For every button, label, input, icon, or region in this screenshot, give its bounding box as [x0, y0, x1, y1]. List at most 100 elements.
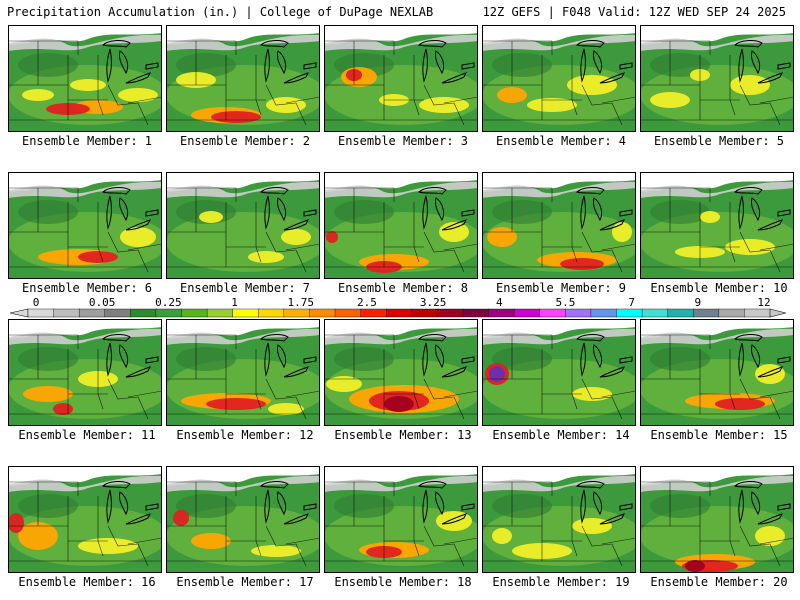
- ensemble-member-label: Ensemble Member: 15: [650, 428, 788, 442]
- precip-map-10: [640, 172, 794, 279]
- ensemble-member-label: Ensemble Member: 10: [650, 281, 788, 295]
- legend-tick-label: 5.5: [556, 296, 576, 309]
- ensemble-member-label: Ensemble Member: 8: [337, 281, 469, 295]
- legend-swatch: [693, 308, 720, 318]
- ensemble-member-label: Ensemble Member: 16: [18, 575, 156, 589]
- header-model-run: 12Z GEFS | F048 Valid: 12Z WED SEP 24 20…: [482, 5, 786, 19]
- precip-map-6: [8, 172, 162, 279]
- ensemble-panel-5: Ensemble Member: 5: [640, 25, 798, 150]
- precip-map-7: [166, 172, 320, 279]
- legend-tick-label: 7: [628, 296, 635, 309]
- ensemble-member-label: Ensemble Member: 9: [495, 281, 627, 295]
- ensemble-panel-16: Ensemble Member: 16: [8, 466, 166, 591]
- legend-swatch: [155, 308, 183, 318]
- legend-swatch: [539, 308, 567, 318]
- ensemble-member-label: Ensemble Member: 1: [21, 134, 153, 148]
- precip-map-18: [324, 466, 478, 573]
- legend-swatch: [462, 308, 490, 318]
- legend-arrow-right: [769, 308, 787, 318]
- ensemble-member-label: Ensemble Member: 12: [176, 428, 314, 442]
- precip-map-19: [482, 466, 636, 573]
- ensemble-panel-11: Ensemble Member: 11: [8, 319, 166, 444]
- precip-map-14: [482, 319, 636, 426]
- ensemble-panel-15: Ensemble Member: 15: [640, 319, 798, 444]
- precip-map-9: [482, 172, 636, 279]
- legend-swatch: [206, 308, 234, 318]
- legend-swatch: [53, 308, 80, 318]
- legend-swatch: [667, 308, 694, 318]
- precip-map-13: [324, 319, 478, 426]
- legend-tick-label: 0.05: [89, 296, 116, 309]
- legend-arrow-left: [9, 308, 29, 318]
- legend-tick-label: 1.75: [287, 296, 314, 309]
- ensemble-panel-4: Ensemble Member: 4: [482, 25, 640, 150]
- precip-map-15: [640, 319, 794, 426]
- legend-tick-label: 3.25: [420, 296, 447, 309]
- ensemble-member-label: Ensemble Member: 20: [650, 575, 788, 589]
- ensemble-member-label: Ensemble Member: 3: [337, 134, 469, 148]
- ensemble-panel-13: Ensemble Member: 13: [324, 319, 482, 444]
- ensemble-panel-10: Ensemble Member: 10: [640, 172, 798, 297]
- precip-map-5: [640, 25, 794, 132]
- legend-swatch: [181, 308, 208, 318]
- ensemble-panel-14: Ensemble Member: 14: [482, 319, 640, 444]
- ensemble-member-label: Ensemble Member: 5: [653, 134, 785, 148]
- legend-tick-label: 2.5: [357, 296, 377, 309]
- ensemble-member-label: Ensemble Member: 11: [18, 428, 156, 442]
- ensemble-panel-1: Ensemble Member: 1: [8, 25, 166, 150]
- legend-swatch: [130, 308, 157, 318]
- legend-swatch: [590, 308, 618, 318]
- ensemble-panel-9: Ensemble Member: 9: [482, 172, 640, 297]
- precip-map-12: [166, 319, 320, 426]
- legend-tick-label: 1: [231, 296, 238, 309]
- legend-swatch: [78, 308, 106, 318]
- legend-tick-label: 4: [496, 296, 503, 309]
- legend-tick-label: 9: [695, 296, 702, 309]
- precip-map-20: [640, 466, 794, 573]
- precip-map-16: [8, 466, 162, 573]
- legend-colorbar: 0 0.05 0.25 1 1.75 2.5 3.25 4 5.5 7 9 12: [9, 296, 787, 318]
- ensemble-panel-19: Ensemble Member: 19: [482, 466, 640, 591]
- precip-map-17: [166, 466, 320, 573]
- legend-tick-label: 0: [33, 296, 40, 309]
- precip-map-4: [482, 25, 636, 132]
- legend-swatch: [386, 308, 413, 318]
- ensemble-panel-18: Ensemble Member: 18: [324, 466, 482, 591]
- ensemble-panel-8: Ensemble Member: 8: [324, 172, 482, 297]
- legend-swatch: [641, 308, 669, 318]
- legend-swatch: [283, 308, 311, 318]
- color-legend: 0 0.05 0.25 1 1.75 2.5 3.25 4 5.5 7 9 12: [0, 296, 800, 318]
- ensemble-member-label: Ensemble Member: 17: [176, 575, 314, 589]
- legend-swatch: [27, 308, 55, 318]
- ensemble-member-label: Ensemble Member: 18: [334, 575, 472, 589]
- precip-map-3: [324, 25, 478, 132]
- ensemble-member-label: Ensemble Member: 7: [179, 281, 311, 295]
- legend-swatch: [616, 308, 643, 318]
- legend-swatch: [744, 308, 771, 318]
- precip-map-11: [8, 319, 162, 426]
- ensemble-member-label: Ensemble Member: 13: [334, 428, 472, 442]
- header-title: Precipitation Accumulation (in.) | Colle…: [7, 5, 434, 19]
- legend-swatch: [411, 308, 439, 318]
- legend-swatch: [334, 308, 362, 318]
- legend-swatch: [232, 308, 259, 318]
- ensemble-panel-6: Ensemble Member: 6: [8, 172, 166, 297]
- ensemble-member-label: Ensemble Member: 4: [495, 134, 627, 148]
- legend-swatch: [104, 308, 132, 318]
- legend-swatch: [437, 308, 464, 318]
- ensemble-panel-12: Ensemble Member: 12: [166, 319, 324, 444]
- legend-tick-label: 0.25: [155, 296, 182, 309]
- ensemble-member-label: Ensemble Member: 19: [492, 575, 630, 589]
- legend-swatch: [360, 308, 387, 318]
- ensemble-panel-17: Ensemble Member: 17: [166, 466, 324, 591]
- legend-swatch: [718, 308, 746, 318]
- ensemble-panel-7: Ensemble Member: 7: [166, 172, 324, 297]
- ensemble-member-label: Ensemble Member: 14: [492, 428, 630, 442]
- legend-tick-label: 12: [757, 296, 770, 309]
- ensemble-member-label: Ensemble Member: 2: [179, 134, 311, 148]
- legend-swatch: [309, 308, 336, 318]
- legend-swatch: [258, 308, 285, 318]
- ensemble-panel-3: Ensemble Member: 3: [324, 25, 482, 150]
- precip-map-8: [324, 172, 478, 279]
- ensemble-panel-20: Ensemble Member: 20: [640, 466, 798, 591]
